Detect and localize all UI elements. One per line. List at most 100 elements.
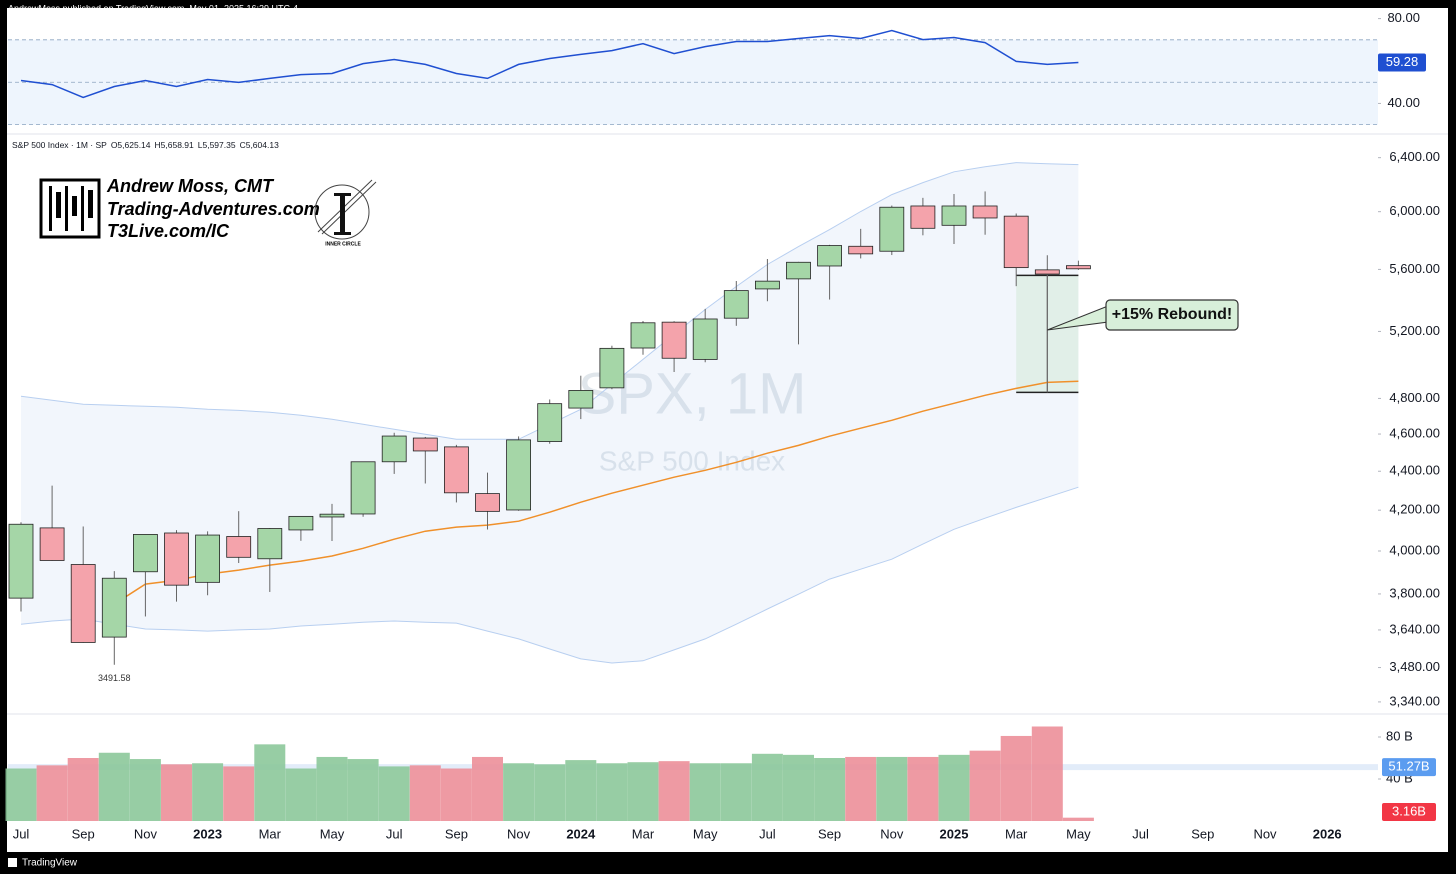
candle-body — [1034, 269, 1060, 275]
logo-candle — [65, 186, 68, 231]
volume-bar — [285, 768, 317, 821]
x-tick-label: Jul — [386, 826, 403, 841]
volume-bar — [316, 756, 348, 821]
candle-body — [132, 534, 158, 573]
candle-body — [848, 245, 874, 255]
candle-body — [506, 439, 532, 511]
symbol-line: S&P 500 Index · 1M · SP O5,625.14 H5,658.9… — [12, 140, 279, 150]
rsi-tick-label: 80.00 — [1387, 10, 1420, 25]
candle-body — [630, 322, 656, 349]
volume-bar — [1062, 817, 1094, 821]
volume-bar — [223, 766, 255, 821]
y-tick-label: 6,000.00 — [1389, 203, 1440, 218]
candle-body — [8, 523, 34, 599]
x-tick-label: May — [1066, 826, 1091, 841]
candle-body — [319, 513, 345, 518]
candle-body — [692, 318, 718, 360]
rsi-line — [20, 29, 1079, 99]
volume-ma-label: 51.27B — [1388, 759, 1429, 774]
x-tick-label: Mar — [1005, 826, 1028, 841]
x-tick-label: Sep — [445, 826, 468, 841]
volume-bar — [1000, 735, 1032, 821]
rsi-tick-label: 40.00 — [1387, 95, 1420, 110]
candle-body — [443, 446, 469, 494]
x-tick-label: Jul — [759, 826, 776, 841]
volume-bar — [192, 763, 224, 821]
rsi-last-box — [1378, 53, 1426, 72]
x-tick-label: May — [693, 826, 718, 841]
candle-body — [1066, 265, 1091, 270]
volume-bar — [254, 744, 286, 821]
volume-bar — [98, 752, 130, 821]
band-lower — [20, 486, 1079, 664]
volume-bar — [689, 763, 721, 821]
band-fill — [21, 162, 1079, 663]
volume-bar — [67, 758, 99, 821]
x-tick-label: 2026 — [1313, 826, 1342, 841]
ohlc-label: C5,604.13 — [240, 140, 279, 150]
logo-line: T3Live.com/IC — [107, 221, 230, 241]
volume-last-box — [1382, 803, 1436, 821]
x-tick-label: Sep — [1191, 826, 1214, 841]
candle-body — [568, 390, 594, 409]
rsi-last-label: 59.28 — [1386, 54, 1419, 69]
logo-line: Trading-Adventures.com — [107, 199, 320, 219]
badge-letter — [340, 193, 345, 235]
logo-candle — [72, 196, 77, 216]
y-tick-label: 4,800.00 — [1389, 390, 1440, 405]
volume-bar — [347, 759, 379, 821]
volume-bar — [1031, 726, 1063, 821]
volume-last-label: 3.16B — [1392, 803, 1426, 818]
y-tick-label: 4,600.00 — [1389, 425, 1440, 440]
candle-body — [257, 528, 283, 560]
candle-body — [226, 536, 252, 558]
callout-text: +15% Rebound! — [1112, 306, 1232, 323]
volume-bar — [129, 759, 161, 821]
logo-candle — [56, 192, 61, 218]
volume-bar — [876, 756, 908, 821]
volume-bar — [969, 750, 1001, 821]
volume-bar — [596, 763, 628, 821]
volume-bar — [845, 756, 877, 821]
logo-line: Andrew Moss, CMT — [106, 176, 275, 196]
badge-letter — [334, 232, 351, 235]
candle-body — [661, 321, 687, 359]
volume-bar — [907, 756, 939, 821]
volume-tick-label: 80 B — [1386, 728, 1413, 743]
x-tick-label: Nov — [1253, 826, 1277, 841]
volume-bar — [783, 754, 814, 821]
candle-body — [599, 347, 625, 389]
x-tick-label: Nov — [134, 826, 158, 841]
volume-bar — [534, 764, 566, 821]
badge-text: INNER CIRCLE — [325, 241, 361, 247]
x-tick-label: Nov — [507, 826, 531, 841]
volume-bar — [503, 763, 535, 821]
volume-bar — [409, 765, 441, 821]
y-tick-label: 3,640.00 — [1389, 621, 1440, 636]
canvas — [7, 8, 1448, 852]
candle-body — [70, 564, 96, 643]
x-tick-label: Jul — [13, 826, 30, 841]
watermark-subtitle: S&P 500 Index — [599, 445, 785, 476]
candle-body — [879, 206, 905, 252]
volume-bar — [378, 766, 410, 821]
volume-bar — [751, 753, 783, 821]
logo-candle — [88, 190, 93, 218]
volume-bar — [720, 763, 752, 821]
candle-body — [475, 493, 500, 512]
badge-stroke — [321, 181, 377, 235]
x-tick-label: Sep — [818, 826, 841, 841]
badge-circle — [314, 184, 370, 240]
ohlc-label: L5,597.35 — [198, 140, 236, 150]
candle-body — [381, 435, 407, 463]
candle-body — [195, 534, 221, 583]
x-tick-label: Mar — [632, 826, 655, 841]
candle-body — [537, 403, 563, 442]
y-tick-label: 5,600.00 — [1389, 261, 1440, 276]
candle-body — [910, 205, 936, 229]
volume-ma-box — [1382, 758, 1436, 777]
y-tick-label: 3,800.00 — [1389, 585, 1440, 600]
x-tick-label: 2023 — [193, 826, 222, 841]
y-tick-label: 3,340.00 — [1389, 693, 1440, 708]
